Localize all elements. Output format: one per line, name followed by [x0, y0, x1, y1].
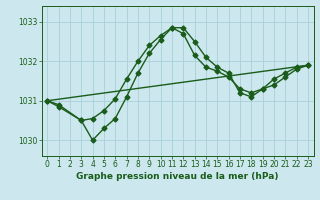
X-axis label: Graphe pression niveau de la mer (hPa): Graphe pression niveau de la mer (hPa)	[76, 172, 279, 181]
